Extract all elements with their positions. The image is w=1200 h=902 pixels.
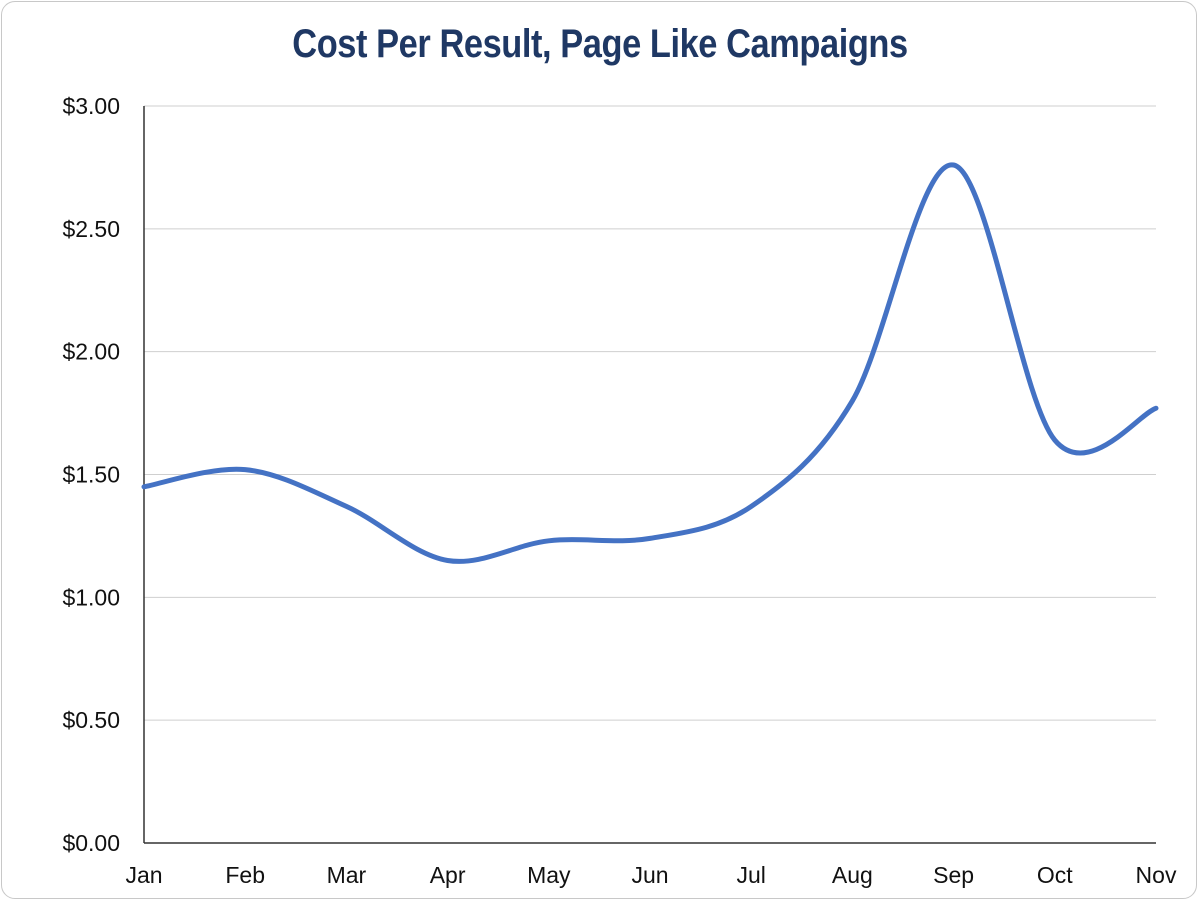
data-point [1052, 437, 1058, 443]
y-tick-label: $1.00 [62, 584, 120, 610]
series-line [141, 162, 1159, 564]
data-point [242, 467, 248, 473]
x-tick-label: Nov [1136, 862, 1177, 888]
data-point [141, 484, 147, 490]
y-tick-label: $2.50 [62, 216, 120, 242]
x-tick-label: Jul [736, 862, 765, 888]
data-point [343, 503, 349, 509]
data-point [951, 162, 957, 168]
x-tick-label: Jun [631, 862, 668, 888]
data-point [445, 557, 451, 563]
chart-title: Cost Per Result, Page Like Campaigns [292, 22, 908, 66]
data-point [647, 535, 653, 541]
x-tick-label: Oct [1037, 862, 1073, 888]
data-point [546, 538, 552, 544]
x-tick-label: Feb [225, 862, 265, 888]
x-tick-label: Aug [832, 862, 873, 888]
y-tick-label: $0.50 [62, 707, 120, 733]
x-tick-label: Mar [327, 862, 367, 888]
y-tick-label: $3.00 [62, 93, 120, 119]
data-point [1153, 405, 1159, 411]
y-tick-label: $2.00 [62, 339, 120, 365]
x-tick-label: Apr [430, 862, 466, 888]
data-point [748, 503, 754, 509]
x-tick-label: Sep [933, 862, 974, 888]
y-tick-label: $1.50 [62, 462, 120, 488]
x-tick-label: Jan [125, 862, 162, 888]
x-tick-label: May [527, 862, 571, 888]
y-tick-label: $0.00 [62, 830, 120, 856]
data-point [849, 398, 855, 404]
